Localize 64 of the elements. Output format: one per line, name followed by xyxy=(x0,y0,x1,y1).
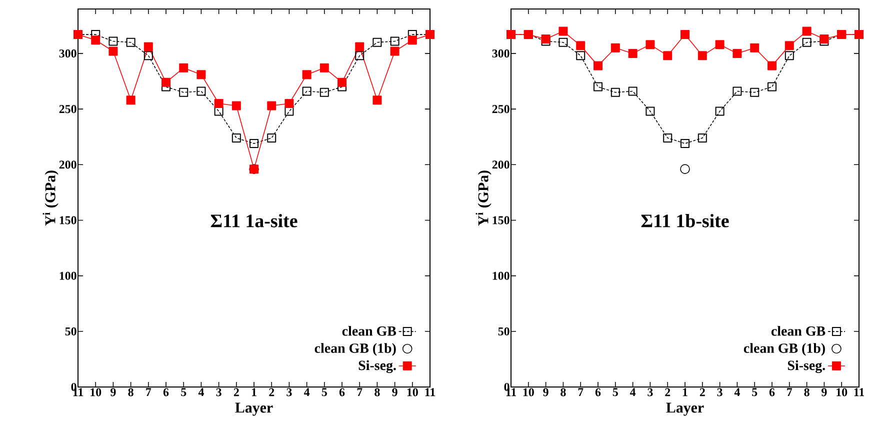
y-tick-label: 50 xyxy=(65,327,76,336)
x-tick-label: 10 xyxy=(407,388,418,396)
x-tick-label: 10 xyxy=(836,388,848,396)
y-tick-label: 100 xyxy=(60,272,76,280)
y-tick-label: 200 xyxy=(59,160,76,169)
x-tick-label: 9 xyxy=(392,388,398,396)
x-tick-label: 7 xyxy=(787,388,792,396)
y-axis-title: Y$^{i}$ (GPa) xyxy=(42,170,58,226)
x-tick-label: 2 xyxy=(665,388,670,396)
x-tick-label: 5 xyxy=(322,388,327,396)
x-tick-label: 5 xyxy=(752,388,758,396)
x-tick-label: 9 xyxy=(822,388,827,396)
annotation: Σ11 1a-site xyxy=(210,214,298,228)
x-tick-label: 10 xyxy=(523,388,534,396)
x-tick-label: 2 xyxy=(700,388,705,396)
x-axis-title: Layer xyxy=(235,402,273,416)
x-tick-label: 3 xyxy=(717,388,722,396)
x-tick-label: 3 xyxy=(216,388,222,396)
x-tick-label: 7 xyxy=(578,388,584,396)
legend-label: clean GB xyxy=(342,326,396,336)
legend-label: Si-seg. xyxy=(788,360,825,374)
x-tick-label: 4 xyxy=(198,388,204,396)
x-tick-label: 1 xyxy=(682,388,688,396)
x-tick-label: 4 xyxy=(630,388,636,396)
x-tick-label: 11 xyxy=(425,388,436,396)
x-tick-label: 8 xyxy=(128,388,134,396)
x-tick-label: 6 xyxy=(163,388,169,396)
x-tick-label: 9 xyxy=(110,388,116,396)
y-tick-label: 200 xyxy=(492,160,510,169)
x-tick-label: 2 xyxy=(269,388,274,396)
legend-label: clean GB xyxy=(771,326,826,336)
y-tick-label: 250 xyxy=(59,105,76,114)
legend-label: Si-seg. xyxy=(358,360,396,374)
y-tick-label: 150 xyxy=(492,216,510,224)
x-tick-label: 5 xyxy=(612,388,618,396)
x-tick-label: 11 xyxy=(854,388,864,396)
x-tick-label: 2 xyxy=(234,388,239,396)
x-tick-label: 6 xyxy=(339,388,345,396)
y-axis-title: Y$^{i}$ (GPa) xyxy=(476,170,492,226)
x-tick-label: 6 xyxy=(769,388,775,396)
x-tick-label: 7 xyxy=(357,388,362,396)
x-tick-label: 4 xyxy=(734,388,740,396)
y-tick-label: 50 xyxy=(498,327,510,336)
legend-label: clean GB (1b) xyxy=(744,343,825,356)
y-tick-label: 300 xyxy=(59,49,76,58)
x-tick-label: 8 xyxy=(560,388,566,396)
x-tick-label: 8 xyxy=(804,388,810,396)
x-tick-label: 9 xyxy=(543,388,548,396)
x-tick-label: 7 xyxy=(146,388,152,396)
x-tick-label: 1 xyxy=(252,388,256,396)
y-tick-label: 150 xyxy=(60,216,76,224)
legend-label: clean GB (1b) xyxy=(314,343,396,356)
x-axis-title: Layer xyxy=(666,402,704,416)
y-tick-label: 100 xyxy=(492,272,510,280)
x-tick-label: 6 xyxy=(595,388,601,396)
x-tick-label: 5 xyxy=(181,388,186,396)
x-tick-label: 10 xyxy=(90,388,102,396)
y-tick-label: 300 xyxy=(492,49,510,58)
annotation: Σ11 1b-site xyxy=(641,214,729,228)
x-tick-label: 4 xyxy=(304,388,310,396)
y-tick-label: 250 xyxy=(492,105,510,114)
x-tick-label: 3 xyxy=(648,388,653,396)
x-tick-label: 3 xyxy=(286,388,292,396)
x-tick-label: 8 xyxy=(374,388,380,396)
